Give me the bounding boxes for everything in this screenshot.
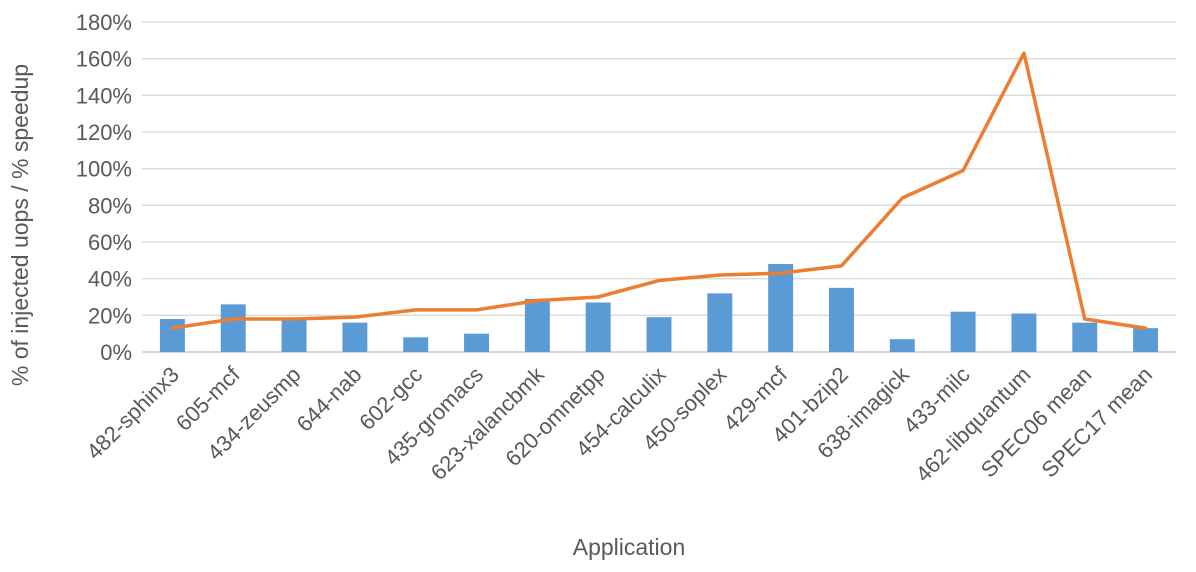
bar-401-bzip2 bbox=[829, 287, 854, 352]
line-point-450-soplex bbox=[718, 273, 722, 277]
line-point-SPEC17 mean bbox=[1144, 326, 1148, 330]
bar-433-milc bbox=[950, 311, 976, 352]
bar-450-soplex bbox=[707, 293, 733, 352]
y-tick-label: 0% bbox=[100, 340, 132, 365]
bar-SPEC06 mean bbox=[1072, 322, 1098, 352]
bar-623-xalancbmk bbox=[524, 298, 550, 352]
line-series bbox=[170, 51, 1148, 330]
bar-620-omnetpp bbox=[585, 302, 611, 352]
line-point-429-mcf bbox=[779, 271, 783, 275]
x-axis-title: Application bbox=[573, 534, 686, 560]
line-point-435-gromacs bbox=[475, 308, 479, 312]
bar-644-nab bbox=[342, 322, 368, 352]
x-axis-category-labels: 482-sphinx3605-mcf434-zeusmp644-nab602-g… bbox=[82, 361, 1158, 487]
bar-454-calculix bbox=[646, 317, 672, 352]
line-point-605-mcf bbox=[231, 317, 235, 321]
bar-462-libquantum bbox=[1011, 313, 1037, 352]
bar-435-gromacs bbox=[464, 333, 489, 352]
y-tick-label: 40% bbox=[88, 267, 132, 292]
bar-SPEC17 mean bbox=[1133, 328, 1159, 352]
line-point-620-omnetpp bbox=[596, 295, 600, 299]
x-category-label: 482-sphinx3 bbox=[82, 362, 184, 464]
line-point-433-milc bbox=[961, 169, 965, 172]
line-point-623-xalancbmk bbox=[535, 299, 539, 303]
line-point-SPEC06 mean bbox=[1083, 317, 1087, 321]
bar-series bbox=[159, 264, 1159, 352]
line-point-602-gcc bbox=[414, 308, 418, 312]
bar-434-zeusmp bbox=[281, 319, 307, 352]
x-category-label: 644-nab bbox=[292, 362, 367, 437]
bar-605-mcf bbox=[220, 304, 246, 352]
y-tick-label: 120% bbox=[76, 120, 132, 145]
gridlines bbox=[142, 21, 1176, 353]
line-point-482-sphinx3 bbox=[170, 326, 174, 330]
y-tick-label: 100% bbox=[76, 157, 132, 182]
bar-602-gcc bbox=[403, 337, 429, 352]
line-point-454-calculix bbox=[657, 279, 661, 282]
line-point-638-imagick bbox=[900, 196, 904, 200]
y-tick-label: 160% bbox=[76, 47, 132, 72]
y-tick-label: 60% bbox=[88, 230, 132, 255]
y-axis-tick-labels: 0% 20% 40% 60% 80% 100% 120% 140% 160% 180% bbox=[76, 10, 132, 365]
line-point-462-libquantum bbox=[1022, 51, 1026, 55]
y-tick-label: 140% bbox=[76, 83, 132, 108]
y-axis-title: % of injected uops / % speedup bbox=[7, 64, 33, 386]
line-point-401-bzip2 bbox=[839, 264, 843, 268]
bar-638-imagick bbox=[889, 339, 915, 352]
y-tick-label: 180% bbox=[76, 10, 132, 35]
y-tick-label: 80% bbox=[88, 193, 132, 218]
series-line bbox=[170, 51, 1148, 330]
line-point-434-zeusmp bbox=[292, 317, 296, 321]
x-category-label: SPEC17 mean bbox=[1037, 362, 1158, 483]
y-tick-label: 20% bbox=[88, 303, 132, 328]
bar-482-sphinx3 bbox=[159, 319, 185, 352]
line-point-644-nab bbox=[353, 315, 357, 319]
bar-429-mcf bbox=[768, 264, 794, 352]
